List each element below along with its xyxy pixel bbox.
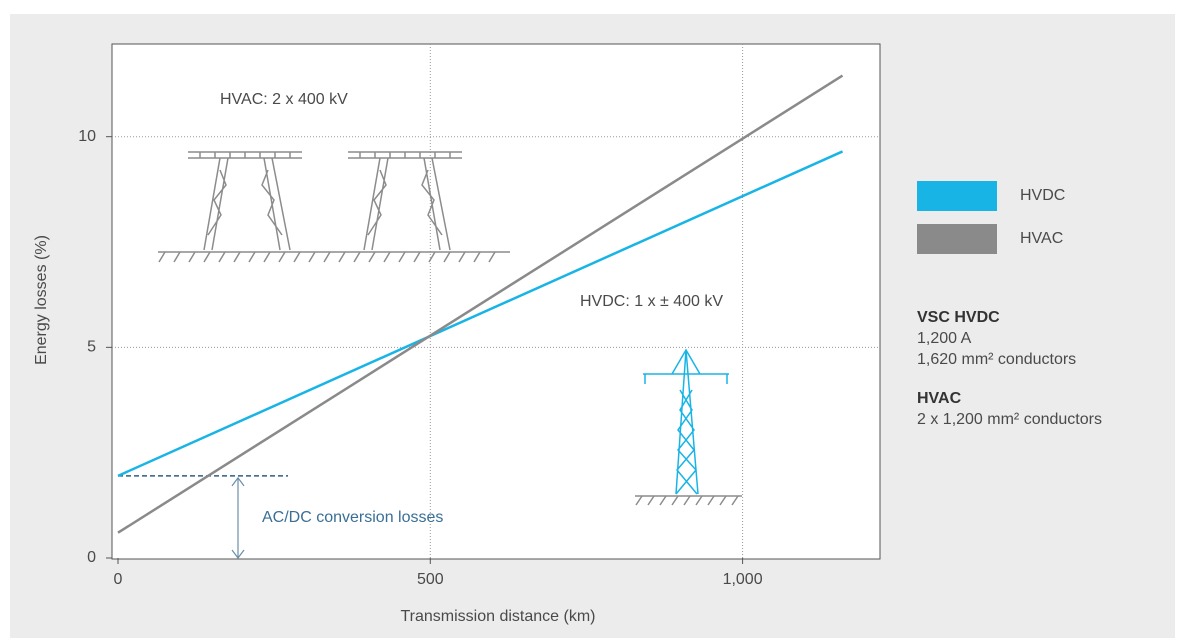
legend-swatch: [917, 181, 997, 211]
legend-label: HVAC: [1020, 230, 1063, 247]
y-tick-label: 0: [87, 549, 96, 566]
annotation: AC/DC conversion losses: [262, 509, 443, 526]
series-line: [117, 150, 844, 477]
x-tick-label: 0: [114, 571, 123, 588]
x-tick-label: 500: [417, 571, 444, 588]
x-axis-title: Transmission distance (km): [400, 608, 595, 625]
annotation: HVAC: 2 x 400 kV: [220, 91, 348, 108]
x-tick-label: 1,000: [723, 571, 763, 588]
legend-swatch: [917, 224, 997, 254]
note-line: 1,620 mm² conductors: [917, 351, 1076, 368]
legend-label: HVDC: [1020, 187, 1065, 204]
series-line: [117, 74, 844, 534]
note-title: VSC HVDC: [917, 309, 1000, 326]
arrow-head: [231, 476, 245, 559]
y-tick-label: 10: [78, 128, 96, 145]
y-tick-label: 5: [87, 339, 96, 356]
notes: VSC HVDC 1,200 A 1,620 mm² conductors HVAC 2…: [917, 309, 1102, 428]
hvac-towers: [158, 151, 510, 263]
annotation: HVDC: 1 x ± 400 kV: [580, 293, 723, 310]
note-title: HVAC: [917, 390, 962, 407]
note-line: 2 x 1,200 mm² conductors: [917, 411, 1102, 428]
hvdc-tower: [635, 348, 742, 506]
note-line: 1,200 A: [917, 330, 972, 347]
grid: 0 500 1,000 0 5 10: [78, 44, 880, 588]
y-axis-title: Energy losses (%): [33, 235, 50, 365]
legend: HVDC HVAC: [917, 181, 1065, 254]
plot-area: [111, 43, 881, 560]
marks: [117, 74, 844, 559]
